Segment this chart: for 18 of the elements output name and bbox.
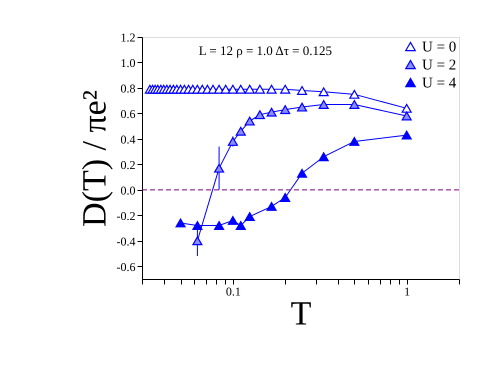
- x-tick-label: 1: [404, 284, 410, 298]
- y-tick-label: 0.2: [120, 158, 136, 172]
- y-tick-label: 0.4: [120, 132, 136, 146]
- y-tick-label: -0.2: [116, 208, 136, 223]
- y-tick-label: 0.6: [120, 106, 136, 121]
- y-tick-label: 1.0: [120, 56, 136, 70]
- legend-label: U = 4: [422, 76, 457, 92]
- x-axis-title: T: [290, 296, 312, 332]
- y-axis-title: D(T) / πe²: [76, 90, 114, 227]
- legend-label: U = 2: [422, 58, 456, 74]
- legend-label: U = 0: [422, 40, 456, 56]
- y-tick-label: -0.4: [116, 234, 136, 248]
- y-tick-label: 0.0: [120, 183, 136, 198]
- y-tick-label: 0.8: [120, 81, 136, 96]
- annotation: L = 12 ρ = 1.0 Δτ = 0.125: [198, 43, 332, 58]
- y-tick-label: 1.2: [120, 30, 136, 44]
- x-tick-label: 0.1: [226, 284, 241, 298]
- y-tick-label: -0.6: [116, 260, 136, 274]
